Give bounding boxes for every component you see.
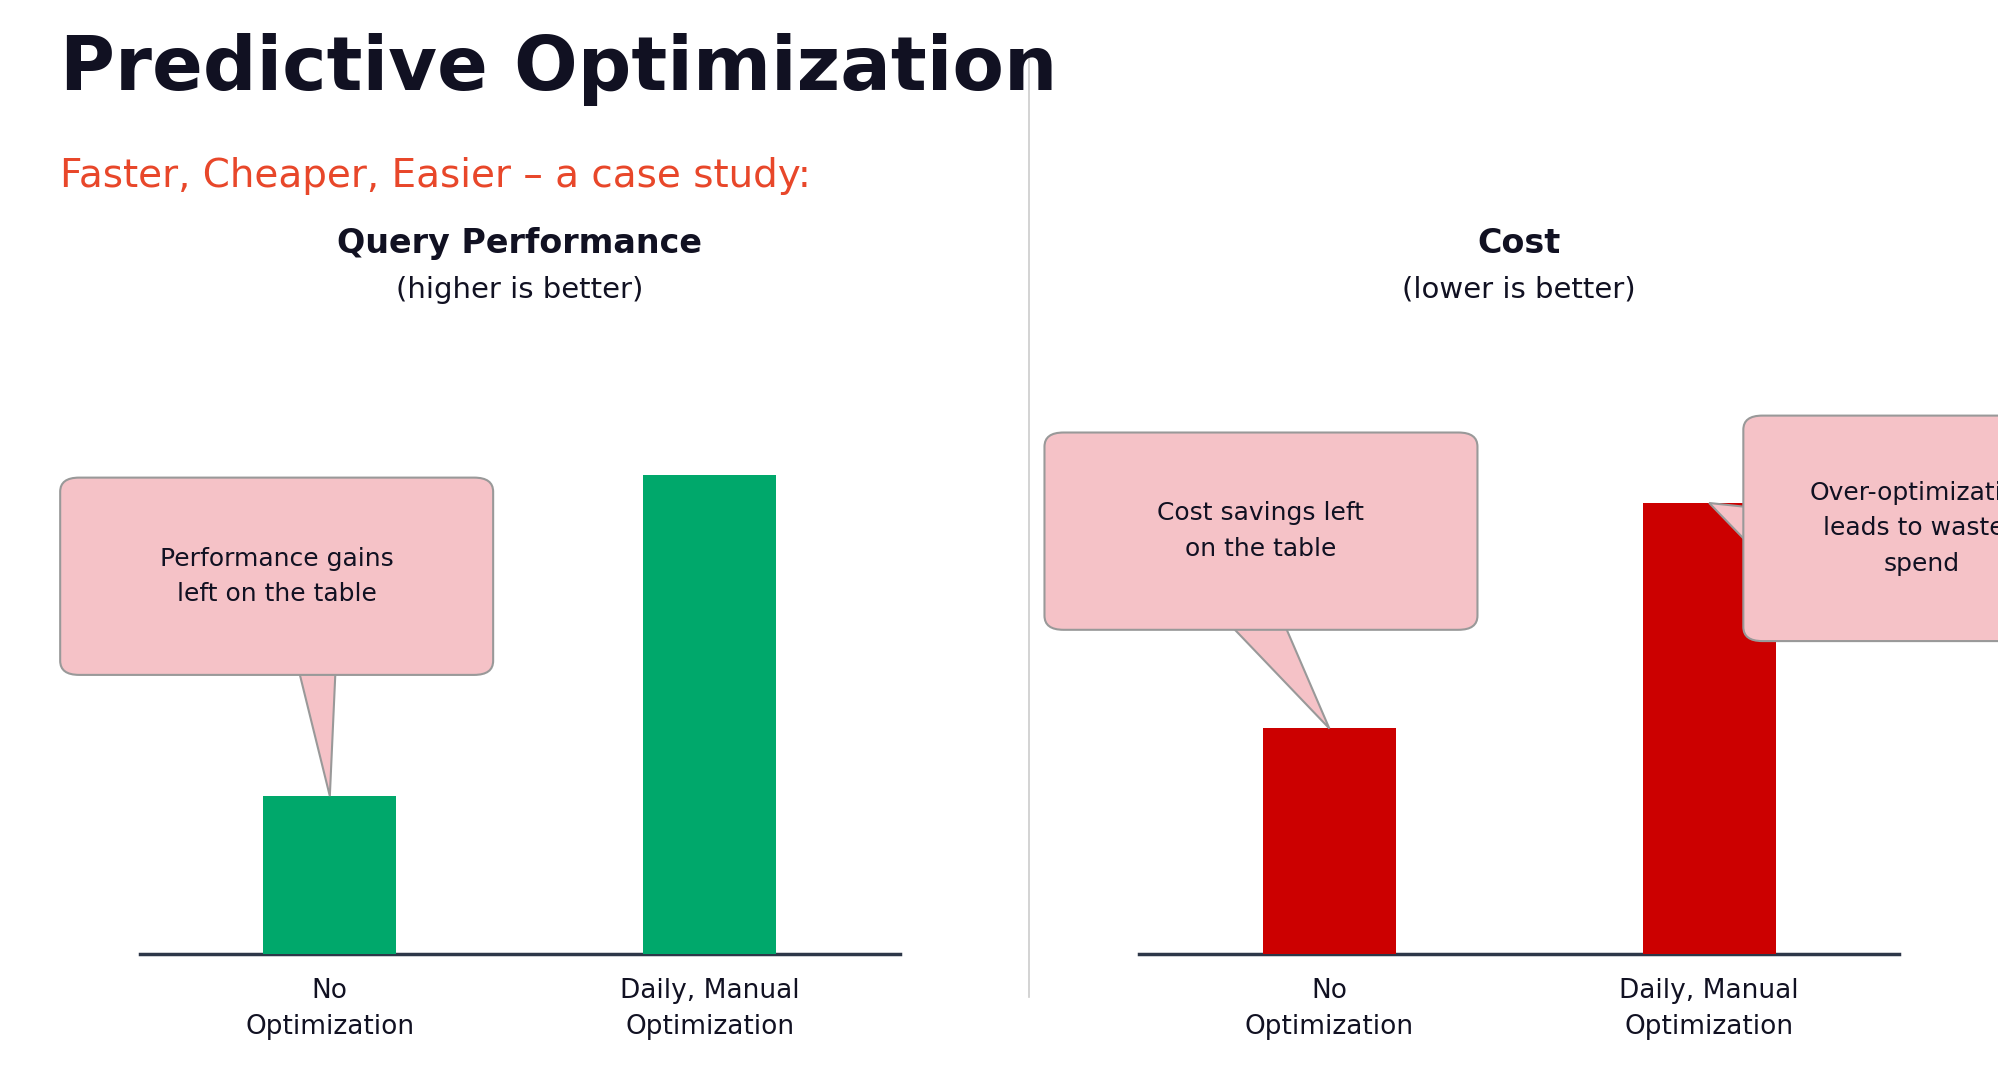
Polygon shape (1221, 616, 1329, 728)
Text: Faster, Cheaper, Easier – a case study:: Faster, Cheaper, Easier – a case study: (60, 157, 811, 195)
FancyBboxPatch shape (1742, 415, 1998, 641)
Text: (higher is better): (higher is better) (396, 275, 643, 304)
Polygon shape (296, 661, 336, 796)
Polygon shape (1708, 503, 1762, 558)
Bar (264, 796, 396, 954)
Text: Query Performance: Query Performance (338, 228, 701, 260)
Text: Performance gains
left on the table: Performance gains left on the table (160, 546, 394, 606)
Text: Predictive Optimization: Predictive Optimization (60, 33, 1057, 105)
Bar (1263, 728, 1395, 954)
Bar (643, 475, 775, 954)
FancyBboxPatch shape (60, 478, 494, 675)
Text: (lower is better): (lower is better) (1403, 275, 1634, 304)
Text: Over-optimization
leads to wasted
spend: Over-optimization leads to wasted spend (1808, 481, 1998, 576)
FancyBboxPatch shape (1045, 433, 1477, 630)
Text: Cost: Cost (1477, 228, 1560, 260)
Bar (1642, 503, 1774, 954)
Text: Cost savings left
on the table: Cost savings left on the table (1157, 502, 1365, 560)
